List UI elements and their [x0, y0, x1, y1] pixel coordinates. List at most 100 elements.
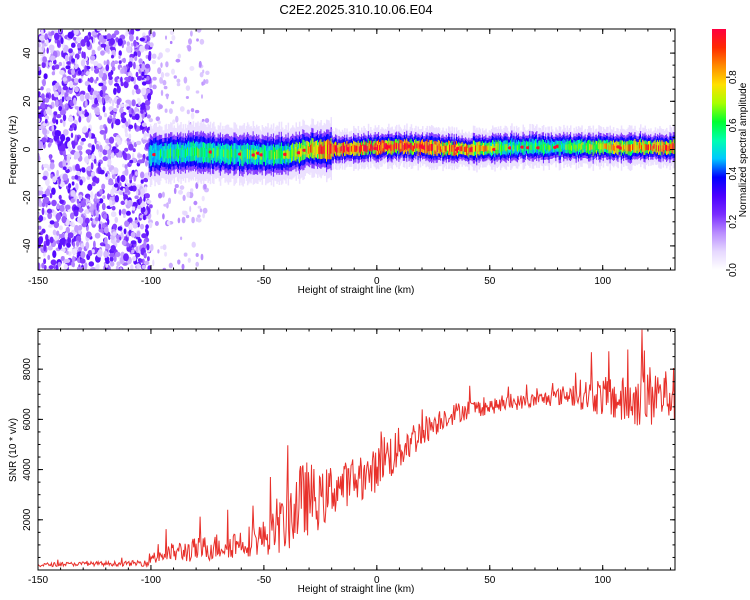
- spectrogram-noise-cell: [62, 248, 66, 253]
- spectrogram-ridge-cell: [565, 144, 567, 150]
- spectrogram-noise-cell: [126, 41, 130, 47]
- spectrogram-ridge-cell: [525, 143, 528, 149]
- spectrogram-noise-cell: [131, 108, 134, 114]
- spectrogram-noise-cell: [53, 91, 59, 98]
- spectrogram-ridge-cell: [466, 147, 468, 153]
- spectrogram-noise-cell: [74, 57, 78, 65]
- spectrogram-ridge-cell: [341, 146, 344, 153]
- spectrogram-noise-cell: [81, 137, 86, 142]
- spectrogram-ridge-cell: [320, 144, 322, 154]
- spectrogram-ridge-cell: [398, 143, 400, 151]
- spectrogram-noise-cell: [48, 44, 55, 51]
- spectrogram-noise-cell: [38, 97, 43, 105]
- spectrogram-noise-cell: [59, 199, 64, 204]
- spectrogram-ridge-cell: [549, 145, 552, 151]
- spectrogram-ridge-cell: [417, 145, 419, 152]
- spectrogram-ridge-cell: [467, 148, 469, 154]
- spectrogram-noise-cell: [38, 186, 43, 191]
- spectrogram-noise-cell: [135, 246, 139, 253]
- spectrogram-noise-cell: [108, 76, 113, 80]
- spectrogram-ridge-cell: [503, 144, 505, 151]
- spectrogram-noise-cell: [130, 42, 134, 47]
- spectrogram-noise-cell: [113, 60, 119, 64]
- spectrogram-noise-cell: [110, 211, 117, 218]
- spectrogram-noise-cell: [122, 57, 127, 64]
- spectrogram-ridge-cell: [529, 142, 531, 150]
- spectrogram-noise-cell: [51, 199, 57, 207]
- spectrogram-noise-cell: [70, 212, 75, 220]
- spectrogram-peak-cell: [455, 146, 461, 150]
- spectrogram-noise-cell: [160, 245, 164, 250]
- spectrogram-ridge-cell: [483, 146, 485, 152]
- y-tick-label: 40: [22, 47, 33, 59]
- spectrogram-noise-cell: [85, 132, 89, 138]
- spectrogram-ridge-cell: [265, 151, 267, 161]
- spectrogram-ridge-cell: [355, 145, 357, 153]
- spectrogram-noise-cell: [142, 206, 146, 213]
- spectrogram-noise-cell: [100, 50, 105, 56]
- spectrogram-noise-cell: [141, 87, 147, 96]
- spectrogram-noise-cell: [111, 54, 114, 59]
- spectrogram-noise-cell: [143, 252, 147, 259]
- spectrogram-noise-cell: [60, 37, 64, 45]
- spectrogram-ridge-cell: [190, 147, 192, 157]
- spectrogram-noise-cell: [158, 192, 163, 199]
- spectrogram-noise-cell: [177, 217, 181, 224]
- spectrogram-noise-cell: [90, 267, 97, 270]
- spectrogram-ridge-cell: [425, 144, 427, 151]
- spectrogram-peak-cell: [507, 146, 513, 150]
- spectrogram-ridge-cell: [326, 145, 328, 156]
- spectrogram-noise-cell: [124, 220, 130, 227]
- spectrogram-noise-cell: [181, 216, 186, 224]
- spectrogram-noise-cell: [90, 162, 94, 170]
- spectrogram-noise-cell: [67, 147, 72, 152]
- spectrogram-noise-cell: [124, 126, 128, 135]
- spectrogram-ridge-cell: [506, 143, 509, 150]
- spectrogram-noise-cell: [86, 40, 91, 47]
- spectrogram-ridge-cell: [169, 148, 171, 158]
- spectrogram-ridge-cell: [650, 144, 652, 150]
- spectrogram-noise-cell: [105, 243, 111, 250]
- spectrogram-ridge-cell: [472, 144, 475, 152]
- spectrogram-ridge-cell: [349, 146, 352, 152]
- spectrogram-noise-cell: [160, 71, 165, 79]
- spectrogram-noise-cell: [101, 202, 106, 211]
- spectrogram-noise-cell: [41, 262, 45, 269]
- spectrogram-noise-cell: [96, 203, 99, 211]
- spectrogram-ridge-cell: [357, 144, 360, 152]
- spectrogram-ridge-cell: [492, 144, 494, 152]
- spectrogram-ridge-cell: [410, 143, 413, 151]
- spectrogram-noise-cell: [103, 132, 107, 141]
- spectrogram-noise-cell: [143, 177, 148, 183]
- spectrogram-ridge-cell: [216, 150, 218, 158]
- spectrogram-ridge-cell: [512, 145, 514, 151]
- snr-x-ticks: -150 -100 -50 0 50 100: [28, 329, 671, 586]
- spectrogram-noise-cell: [118, 60, 122, 64]
- spectrogram-ridge-cell: [652, 145, 654, 151]
- spectrogram-ridge-cell: [335, 145, 337, 152]
- spectrogram-ridge-cell: [434, 144, 436, 151]
- spectrogram-ridge-cell: [336, 146, 338, 153]
- spectrogram-ridge-cell: [195, 147, 197, 157]
- spectrogram-noise-cell: [168, 108, 173, 114]
- spectrogram-ridge-cell: [287, 149, 290, 160]
- y-tick-label: 20: [22, 95, 33, 107]
- spectrogram-noise-cell: [51, 124, 55, 132]
- spectrogram-ridge-cell: [314, 145, 317, 154]
- spectrogram-noise-cell: [108, 78, 113, 86]
- spectrogram-ridge-cell: [496, 145, 498, 152]
- spectrogram-ridge-cell: [199, 147, 201, 158]
- spectrogram-noise-cell: [41, 93, 45, 100]
- spectrogram-noise-cell: [169, 30, 175, 36]
- spectrogram-ridge-cell: [531, 142, 534, 150]
- spectrogram-noise-cell: [72, 255, 75, 263]
- spectrogram-ridge-cell: [445, 145, 448, 152]
- spectrogram-ridge-cell: [162, 150, 164, 159]
- spectrogram-noise-cell: [44, 103, 48, 110]
- spectrogram-noise-cell: [190, 188, 194, 193]
- spectrogram-ridge-cell: [668, 145, 670, 151]
- spectrogram-noise-cell: [73, 29, 79, 36]
- spectrogram-ridge-cell: [312, 143, 314, 153]
- spectrogram-noise-cell: [162, 267, 166, 270]
- spectrogram-ridge-cell: [499, 144, 502, 152]
